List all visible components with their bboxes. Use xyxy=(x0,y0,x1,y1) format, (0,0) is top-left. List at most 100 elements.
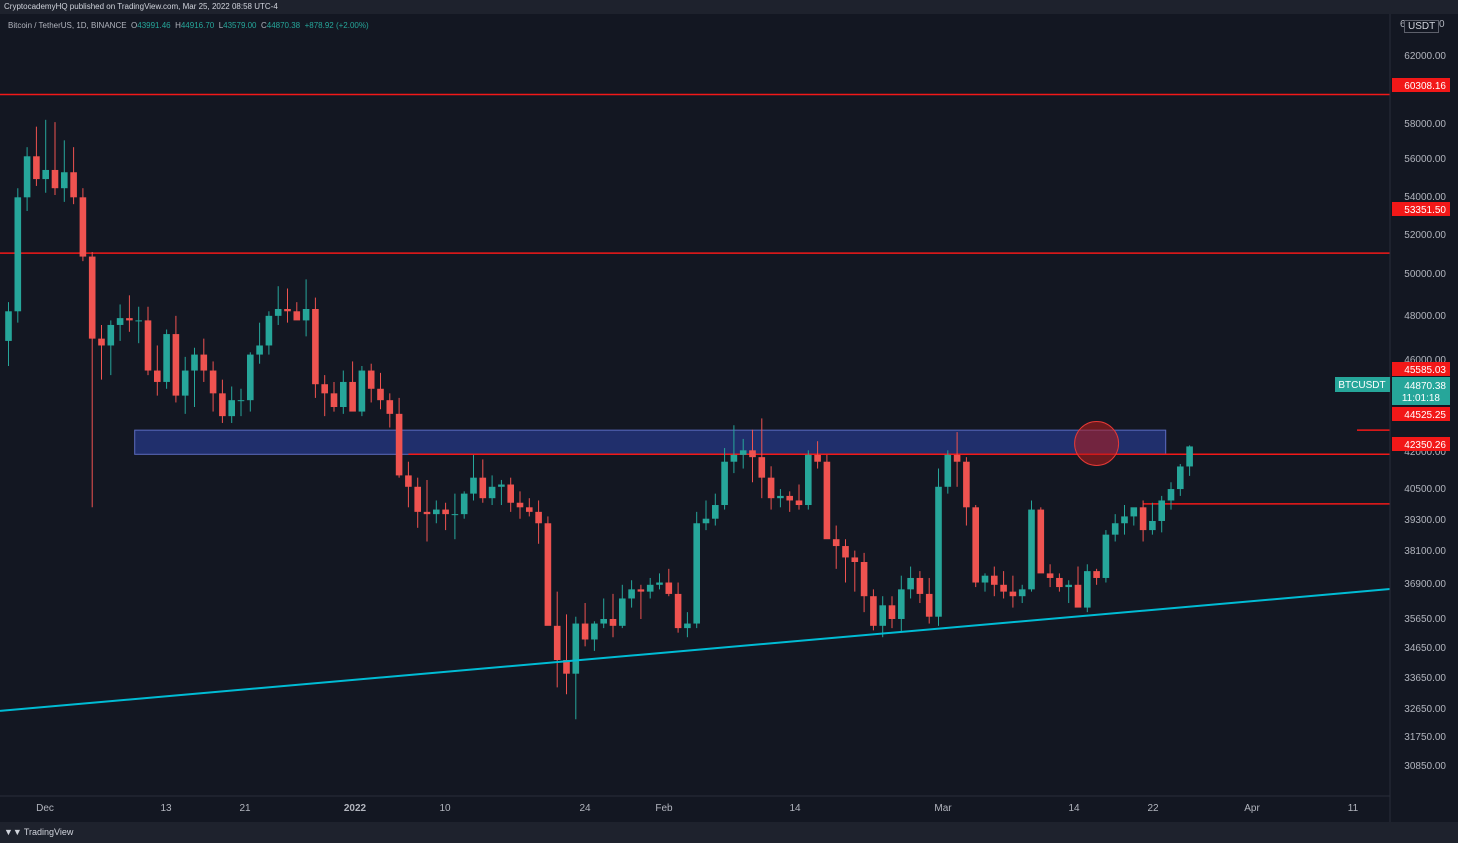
candle-body[interactable] xyxy=(684,623,691,629)
candle-body[interactable] xyxy=(526,507,533,512)
candle-body[interactable] xyxy=(693,523,700,624)
candle-body[interactable] xyxy=(423,511,431,515)
candle-body[interactable] xyxy=(395,413,403,476)
candle-body[interactable] xyxy=(935,486,942,617)
candle-body[interactable] xyxy=(1149,520,1156,531)
candle-body[interactable] xyxy=(386,400,394,414)
candle-body[interactable] xyxy=(786,495,793,501)
candle-body[interactable] xyxy=(823,461,831,540)
candle-body[interactable] xyxy=(219,393,226,417)
currency-button[interactable]: USDT xyxy=(1404,20,1440,33)
candle-body[interactable] xyxy=(842,546,849,558)
candle-body[interactable] xyxy=(265,315,273,346)
candle-body[interactable] xyxy=(88,256,96,339)
candle-body[interactable] xyxy=(1056,577,1063,588)
candle-body[interactable] xyxy=(777,495,784,499)
candle-body[interactable] xyxy=(981,575,989,583)
candle-body[interactable] xyxy=(572,623,580,674)
candle-body[interactable] xyxy=(925,593,933,617)
candle-body[interactable] xyxy=(451,514,459,516)
candle-body[interactable] xyxy=(507,484,514,503)
candle-body[interactable] xyxy=(628,589,635,599)
candle-body[interactable] xyxy=(1093,571,1100,578)
candle-body[interactable] xyxy=(1046,573,1054,578)
candle-body[interactable] xyxy=(805,454,812,506)
candle-body[interactable] xyxy=(237,400,245,402)
candle-body[interactable] xyxy=(1084,571,1091,608)
candle-body[interactable] xyxy=(293,311,301,321)
candle-body[interactable] xyxy=(1009,591,1017,597)
candle-body[interactable] xyxy=(991,575,998,585)
candle-body[interactable] xyxy=(247,354,254,401)
candle-body[interactable] xyxy=(61,172,68,189)
candle-body[interactable] xyxy=(898,589,905,619)
candle-body[interactable] xyxy=(154,370,161,382)
candle-body[interactable] xyxy=(51,169,59,189)
candle-body[interactable] xyxy=(730,454,738,462)
candle-body[interactable] xyxy=(479,477,487,499)
candle-body[interactable] xyxy=(544,523,552,626)
candle-body[interactable] xyxy=(516,502,524,508)
candle-body[interactable] xyxy=(135,320,142,322)
candle-body[interactable] xyxy=(609,618,617,626)
candle-body[interactable] xyxy=(498,484,505,487)
candle-body[interactable] xyxy=(1167,489,1175,501)
candle-body[interactable] xyxy=(200,354,208,371)
candle-body[interactable] xyxy=(144,320,152,371)
candle-body[interactable] xyxy=(600,618,607,624)
candle-body[interactable] xyxy=(1111,523,1119,535)
candle-body[interactable] xyxy=(33,156,40,180)
candle-body[interactable] xyxy=(302,309,310,321)
candle-body[interactable] xyxy=(358,370,366,412)
candle-body[interactable] xyxy=(674,593,682,629)
candle-body[interactable] xyxy=(284,309,291,312)
candle-body[interactable] xyxy=(172,334,180,396)
candle-body[interactable] xyxy=(665,582,673,594)
candle-body[interactable] xyxy=(1065,584,1072,588)
candle-body[interactable] xyxy=(1018,589,1026,597)
candle-body[interactable] xyxy=(405,475,412,487)
candle-body[interactable] xyxy=(749,450,756,458)
candle-body[interactable] xyxy=(814,454,821,462)
candle-body[interactable] xyxy=(591,623,598,640)
candle-body[interactable] xyxy=(116,318,124,325)
candle-body[interactable] xyxy=(888,605,896,619)
candle-body[interactable] xyxy=(646,584,654,592)
candle-body[interactable] xyxy=(488,486,496,499)
candle-body[interactable] xyxy=(916,577,924,594)
ascending-trendline[interactable] xyxy=(0,588,1391,712)
candle-body[interactable] xyxy=(274,309,282,316)
candle-body[interactable] xyxy=(340,381,347,408)
candle-body[interactable] xyxy=(70,172,77,198)
candle-body[interactable] xyxy=(377,388,384,401)
candle-body[interactable] xyxy=(256,345,263,355)
candle-body[interactable] xyxy=(851,557,859,563)
candle-body[interactable] xyxy=(795,500,803,506)
tradingview-brand[interactable]: ▼▼ TradingView xyxy=(4,827,73,837)
candle-body[interactable] xyxy=(5,311,12,341)
candle-body[interactable] xyxy=(953,454,961,462)
candle-body[interactable] xyxy=(191,354,198,371)
candle-body[interactable] xyxy=(98,338,105,346)
candle-body[interactable] xyxy=(79,197,87,257)
candle-body[interactable] xyxy=(470,477,477,494)
candle-body[interactable] xyxy=(870,596,877,626)
candle-body[interactable] xyxy=(228,400,235,417)
candle-body[interactable] xyxy=(963,461,970,508)
candle-body[interactable] xyxy=(860,562,868,597)
candle-body[interactable] xyxy=(767,477,775,499)
candle-body[interactable] xyxy=(330,393,338,408)
candle-body[interactable] xyxy=(209,370,217,394)
candle-body[interactable] xyxy=(907,577,914,590)
candle-body[interactable] xyxy=(1037,509,1045,574)
candle-body[interactable] xyxy=(321,384,328,394)
candle-body[interactable] xyxy=(1000,584,1007,592)
candle-body[interactable] xyxy=(1177,466,1184,490)
candle-body[interactable] xyxy=(1186,446,1193,467)
candle-body[interactable] xyxy=(758,457,766,478)
candle-body[interactable] xyxy=(1074,584,1082,608)
candle-body[interactable] xyxy=(1130,507,1138,517)
candle-body[interactable] xyxy=(126,318,133,321)
candle-body[interactable] xyxy=(972,507,979,583)
